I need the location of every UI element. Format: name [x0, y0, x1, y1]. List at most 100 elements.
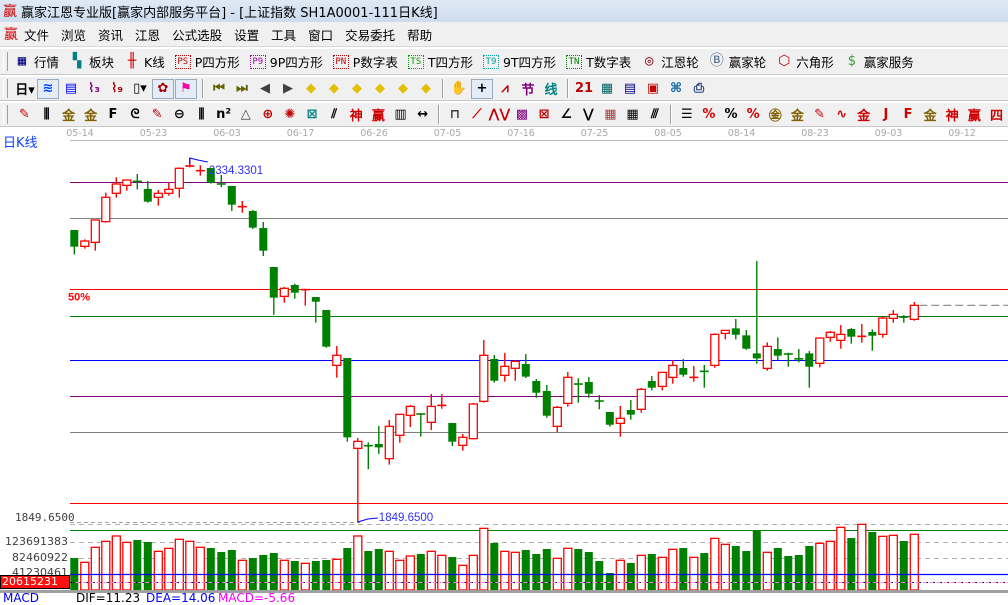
menu-gann[interactable]: 江恩 — [135, 27, 161, 43]
percent-fan-icon[interactable]: % — [702, 107, 716, 122]
chart-9-icon[interactable]: ⌇₉ — [110, 81, 124, 96]
hand-icon[interactable]: ✋ — [450, 81, 468, 96]
toolbar-button-gann-wheel[interactable]: ◎ 江恩轮 — [641, 52, 699, 71]
toolbar-button-sector-blocks[interactable]: ▚ 板块 — [69, 52, 114, 71]
slant-grid-icon[interactable]: ⫻ — [650, 107, 659, 122]
ying-angle-icon[interactable]: 赢 — [967, 109, 981, 124]
f-lines-icon[interactable]: F — [108, 107, 118, 122]
diamond-collapse-icon[interactable]: ◆ — [375, 81, 385, 96]
wave-level-icon[interactable]: ∿ — [836, 107, 848, 122]
menu-logo-icon[interactable]: 赢 — [4, 27, 18, 43]
toolbar-button-quote-table[interactable]: ▦ 行情 — [14, 52, 59, 71]
triangle-icon[interactable]: △ — [240, 107, 251, 122]
f-angle-icon[interactable]: F — [903, 107, 913, 122]
gann-square-icon[interactable]: ▩ — [515, 107, 529, 122]
printer-icon[interactable]: ⎙ — [693, 81, 705, 96]
notepad-icon[interactable]: ▤ — [64, 81, 78, 96]
calculator-icon[interactable]: ▦ — [600, 81, 614, 96]
wave-pattern-icon[interactable]: ≋ — [37, 78, 59, 99]
diamond-vertical-icon[interactable]: ◆ — [421, 81, 431, 96]
notes-icon[interactable]: ▤ — [623, 81, 637, 96]
network-icon[interactable]: ⌘ — [669, 81, 683, 96]
draw-line-icon[interactable]: ⩘ — [501, 81, 509, 96]
toolbar-button-pn-box[interactable]: PN P数字表 — [332, 52, 398, 71]
pen-icon[interactable]: ✎ — [18, 107, 30, 122]
circle-target-icon[interactable]: ⊕ — [262, 107, 274, 122]
box-icon[interactable]: ⊓ — [449, 107, 460, 122]
menu-news[interactable]: 资讯 — [98, 27, 124, 43]
circle-ruler-icon[interactable]: ⊖ — [173, 107, 185, 122]
diamond-right-icon[interactable]: ◆ — [329, 81, 339, 96]
diamond-expand-icon[interactable]: ◆ — [398, 81, 408, 96]
four-angle-icon[interactable]: 四 — [990, 109, 1004, 124]
menu-window[interactable]: 窗口 — [308, 27, 334, 43]
fan-icon[interactable]: ⟋ — [472, 107, 482, 122]
percent-lines-icon[interactable]: % — [746, 107, 760, 122]
gold-lines-2-icon[interactable]: 金 — [84, 109, 98, 124]
toolbar-button-ps-box[interactable]: PS P四方形 — [174, 52, 240, 71]
menu-browse[interactable]: 浏览 — [61, 27, 87, 43]
pattern-sheet-icon[interactable]: ✿ — [152, 78, 174, 99]
menu-settings[interactable]: 设置 — [234, 27, 260, 43]
grid-arrow-icon[interactable]: ▦ — [626, 107, 639, 122]
gold-circle-icon[interactable]: ㊎ — [768, 109, 782, 124]
gold-red-level-icon[interactable]: 金 — [857, 109, 871, 124]
vee-icon[interactable]: ⋁ — [582, 107, 594, 122]
gold-level-icon[interactable]: 金 — [790, 109, 804, 124]
toolbar-grip[interactable] — [3, 105, 8, 124]
shen-lines-icon[interactable]: 神 — [349, 109, 363, 124]
toolbar-button-hexagon[interactable]: ⬡ 六角形 — [776, 52, 834, 71]
toolbar-button-p9-box[interactable]: P9 9P四方形 — [249, 52, 323, 71]
period-label[interactable]: 日K线 — [3, 136, 38, 151]
pen-ruler-icon[interactable]: ✎ — [151, 107, 163, 122]
menu-formula-screen[interactable]: 公式选股 — [172, 27, 223, 43]
jie-icon[interactable]: 节 — [521, 83, 535, 98]
first-bar-icon[interactable]: ⏮ — [213, 81, 225, 96]
last-bar-icon[interactable]: ⏭ — [236, 81, 248, 96]
toolbar-button-t9-box[interactable]: T9 9T四方形 — [482, 52, 556, 71]
toolbar-button-dollar[interactable]: $ 赢家服务 — [844, 52, 914, 71]
shen-angle-icon[interactable]: 神 — [945, 109, 959, 124]
n-squared-icon[interactable]: n² — [216, 107, 232, 122]
parallel-lines-icon[interactable]: ⫼ — [198, 107, 205, 122]
period-day-dropdown-icon[interactable]: 日▾ — [15, 83, 35, 98]
menu-help[interactable]: 帮助 — [407, 27, 433, 43]
flag-icon[interactable]: ⚑ — [175, 78, 197, 99]
diamond-left-icon[interactable]: ◆ — [306, 81, 316, 96]
j-angle-icon[interactable]: J — [883, 107, 889, 122]
gold-lines-icon[interactable]: 金 — [62, 109, 76, 124]
toolbar-button-candlestick[interactable]: ╫ K线 — [124, 52, 165, 71]
span-icon[interactable]: ↔ — [417, 107, 429, 122]
calendar-icon[interactable]: 21 — [574, 81, 594, 96]
ying-lines-icon[interactable]: 赢 — [371, 109, 385, 124]
gold-angle-icon[interactable]: 金 — [923, 109, 937, 124]
candle-type-dropdown-icon[interactable]: ▯▾ — [133, 81, 147, 96]
pen-level-icon[interactable]: ✎ — [814, 107, 825, 122]
list-lines-icon[interactable]: ☰ — [680, 107, 693, 122]
toolbar-button-tn-box[interactable]: TN T数字表 — [566, 52, 631, 71]
diamond-horizontal-icon[interactable]: ◆ — [352, 81, 362, 96]
spiral-lines-icon[interactable]: ᘓ — [130, 107, 140, 122]
crosshair-icon[interactable]: + — [471, 78, 493, 99]
toolbar-grip[interactable] — [3, 52, 8, 71]
toolbar-grip[interactable] — [3, 79, 8, 98]
xian-icon[interactable]: 线 — [544, 83, 558, 98]
save-icon[interactable]: ▣ — [646, 81, 660, 96]
indicator-name[interactable]: MACD — [3, 591, 39, 605]
square-web-icon[interactable]: ⊠ — [306, 107, 318, 122]
vertical-lines-icon[interactable]: ⫼ — [43, 107, 50, 122]
angle-fan-icon[interactable]: ∠ — [560, 107, 573, 122]
previous-icon[interactable]: ◀ — [260, 81, 270, 96]
grid-123-icon[interactable]: ▥ — [394, 107, 407, 122]
toolbar-button-big-wheel[interactable]: Ⓑ 赢家轮 — [709, 52, 767, 71]
zigzag-icon[interactable]: ⋀⋁ — [488, 107, 511, 122]
gann-fan-box-icon[interactable]: ⊠ — [538, 107, 550, 122]
menu-file[interactable]: 文件 — [24, 27, 50, 43]
chart-3-icon[interactable]: ⌇₃ — [87, 81, 101, 96]
menu-trade[interactable]: 交易委托 — [345, 27, 396, 43]
next-icon[interactable]: ▶ — [283, 81, 293, 96]
radial-web-icon[interactable]: ✺ — [284, 107, 296, 122]
menu-tools[interactable]: 工具 — [271, 27, 297, 43]
toolbar-button-ts-box[interactable]: TS T四方形 — [407, 52, 473, 71]
percent-icon[interactable]: % — [724, 107, 738, 122]
